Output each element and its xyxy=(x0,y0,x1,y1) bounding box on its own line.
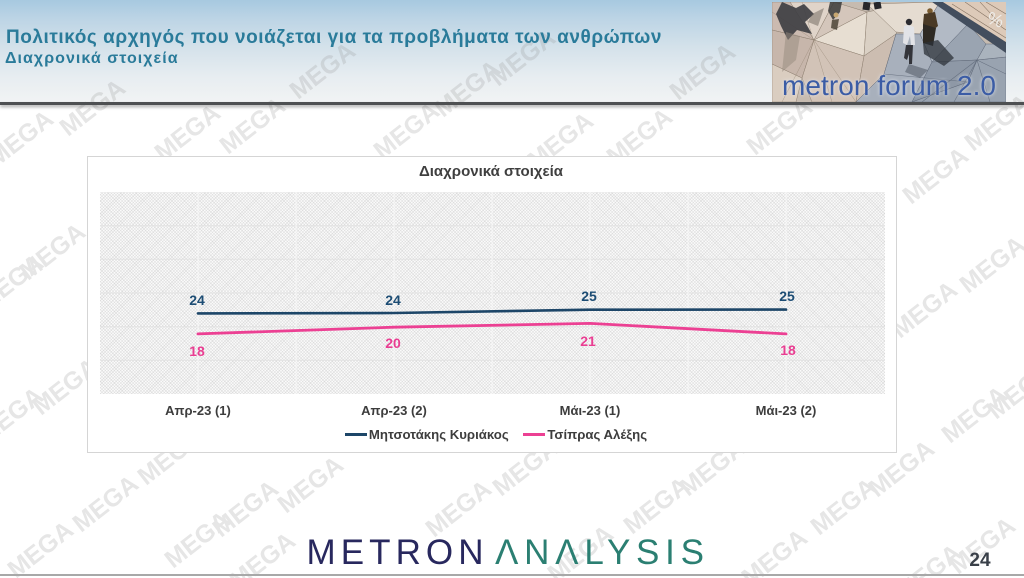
svg-text:MEGA: MEGA xyxy=(886,276,962,344)
svg-text:ΛNΛLYSIS: ΛNΛLYSIS xyxy=(495,533,704,572)
svg-text:MEGA: MEGA xyxy=(897,142,973,210)
svg-text:MEGA: MEGA xyxy=(664,38,740,106)
svg-text:%: % xyxy=(985,8,1006,32)
svg-text:METRON: METRON xyxy=(307,533,484,572)
svg-text:MEGA: MEGA xyxy=(0,105,59,173)
svg-text:MEGA: MEGA xyxy=(67,470,143,538)
svg-text:MEGA: MEGA xyxy=(954,231,1024,299)
svg-text:metron forum 2.0: metron forum 2.0 xyxy=(782,70,996,101)
svg-text:MEGA: MEGA xyxy=(272,451,348,519)
svg-text:metron forum 2.0: metron forum 2.0 xyxy=(782,70,996,101)
svg-text:MEGA: MEGA xyxy=(54,74,130,142)
